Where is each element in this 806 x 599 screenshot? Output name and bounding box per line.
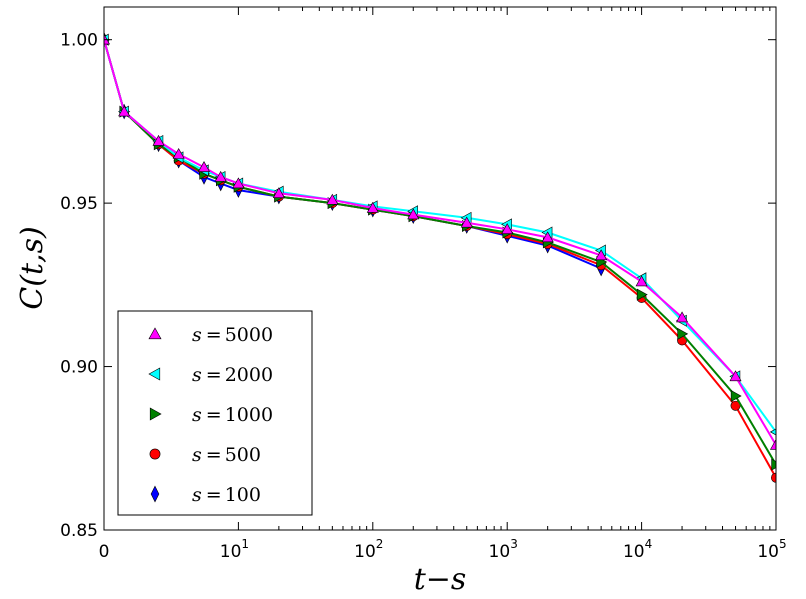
data-point [635, 275, 648, 287]
legend-label-2000: s = 2000 [192, 364, 273, 386]
y-tick-label: 1.00 [60, 31, 98, 51]
data-point [407, 208, 420, 220]
x-tick-label: 0 [99, 542, 110, 562]
legend-label-1000: s = 1000 [192, 404, 273, 426]
legend-label-5000: s = 5000 [192, 324, 273, 346]
data-point [198, 161, 211, 172]
series-layer [104, 31, 776, 483]
data-point [636, 288, 648, 301]
y-tick-label: 0.95 [60, 194, 98, 214]
y-tick-label: 0.85 [60, 521, 98, 541]
legend-marker-1000 [149, 407, 162, 421]
data-point [595, 249, 608, 261]
data-point [677, 327, 689, 340]
legend-marker-100 [150, 485, 160, 503]
data-point [152, 134, 165, 146]
data-point [730, 389, 742, 402]
y-tick-label: 0.90 [60, 358, 98, 378]
legend-label-500: s = 500 [192, 444, 261, 466]
data-point [366, 201, 379, 213]
data-point [272, 187, 285, 199]
data-point [769, 438, 776, 450]
data-point [771, 458, 776, 471]
legend-label-100: s = 100 [192, 484, 261, 506]
y-axis-label: C(t,s) [15, 226, 50, 309]
data-point [172, 147, 185, 159]
data-point [214, 170, 227, 182]
data-point [676, 311, 689, 323]
data-point [501, 223, 514, 234]
plot-frame [103, 6, 777, 531]
data-point [769, 428, 776, 436]
legend: s = 5000 s = 2000 s = 1000 s = 500 s = 100 [117, 310, 313, 516]
legend-marker-2000 [148, 367, 161, 381]
data-point [729, 370, 742, 382]
data-point [771, 472, 776, 483]
data-point [104, 33, 111, 45]
data-point [118, 105, 131, 117]
data-point [232, 177, 245, 189]
legend-marker-5000 [148, 327, 162, 340]
data-point [541, 231, 554, 243]
legend-marker-500 [149, 448, 161, 460]
data-point [460, 216, 473, 228]
x-axis-label: t−s [414, 562, 467, 597]
series-5000 [104, 33, 776, 450]
data-point [326, 193, 339, 205]
